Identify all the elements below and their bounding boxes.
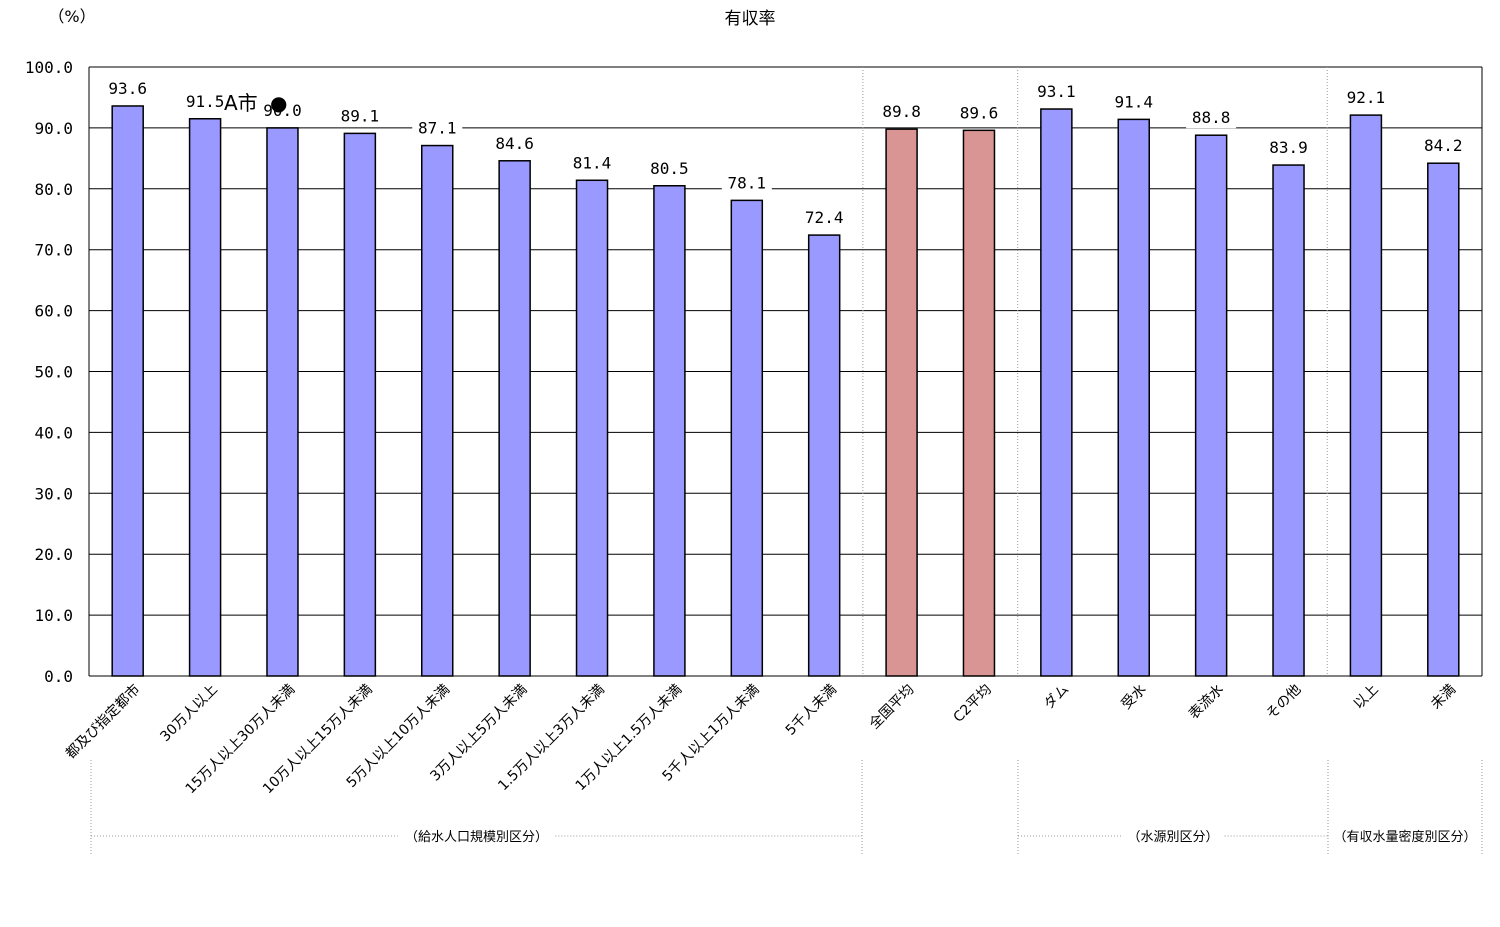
data-label-bg — [257, 100, 308, 121]
bar — [575, 179, 609, 677]
annotation-label: A市 — [224, 91, 258, 115]
data-label-bg — [334, 106, 385, 127]
data-label: 90.0 — [263, 101, 302, 120]
bar — [343, 132, 377, 677]
data-label: 80.5 — [650, 159, 689, 178]
x-axis-categories: 都及び指定都市 30万人以上15万人以上30万人未満10万人以上15万人未満5万人… — [62, 681, 1459, 797]
data-label: 87.1 — [418, 119, 457, 138]
y-tick-label: 60.0 — [34, 302, 73, 321]
data-label: 89.6 — [960, 103, 999, 122]
category-label: 5千人未満 — [783, 682, 840, 739]
chart-title: 有収率 — [725, 9, 776, 29]
category-label: 未満 — [1428, 682, 1459, 713]
data-label: 72.4 — [805, 208, 844, 227]
category-label: 表流水 — [1186, 682, 1227, 723]
category-label: 30万人以上 — [157, 682, 221, 746]
y-tick-label: 0.0 — [44, 667, 73, 686]
bar — [1194, 134, 1228, 677]
annotation-marker: ● — [270, 91, 287, 115]
data-label: 93.6 — [108, 79, 147, 98]
data-label-bg — [799, 208, 850, 229]
y-tick-label: 80.0 — [34, 180, 73, 199]
gridlines — [88, 66, 1483, 677]
data-label: 92.1 — [1347, 88, 1386, 107]
y-tick-label: 20.0 — [34, 545, 73, 564]
y-axis-unit: （%） — [48, 7, 95, 26]
category-label: 都及び指定都市 — [62, 681, 143, 762]
bar — [1040, 108, 1073, 677]
category-label: 全国平均 — [866, 681, 918, 733]
y-tick-label: 30.0 — [34, 484, 73, 503]
y-tick-label: 10.0 — [34, 606, 73, 625]
bar — [653, 185, 686, 677]
data-label: 78.1 — [728, 173, 767, 192]
bar — [730, 199, 764, 677]
data-label: 91.4 — [1114, 92, 1153, 111]
y-axis-ticks: 100.0 90.0 80.0 70.0 60.0 50.0 40.0 30.0 20.0 10.… — [25, 58, 73, 686]
data-label: 91.5 — [186, 92, 225, 111]
data-label: 88.8 — [1192, 108, 1231, 127]
data-label-bg — [1263, 138, 1314, 159]
bar — [111, 105, 144, 677]
bar — [421, 144, 454, 677]
data-label-bg — [567, 153, 618, 174]
data-label-bg — [1186, 108, 1237, 129]
data-label-bg — [180, 91, 231, 112]
data-label-bg — [953, 103, 1004, 124]
y-tick-label: 70.0 — [34, 241, 73, 260]
annotations: A市 ● — [224, 91, 287, 115]
group-label: （有収水量密度別区分） — [1333, 829, 1476, 845]
group-brackets: （給水人口規模別区分） （水源別区分） （有収水量密度別区分） — [90, 760, 1483, 856]
bar — [885, 128, 918, 677]
data-label-bg — [876, 102, 927, 123]
bar — [807, 234, 841, 677]
category-label: ダム — [1041, 682, 1072, 713]
category-label: 以上 — [1351, 682, 1382, 713]
y-tick-label: 90.0 — [34, 119, 73, 138]
category-label: C2平均 — [950, 682, 994, 726]
y-tick-label: 50.0 — [34, 363, 73, 382]
group-label: （水源別区分） — [1127, 830, 1218, 845]
data-label-bg — [1340, 88, 1391, 109]
data-label: 84.6 — [495, 134, 534, 153]
category-label: 受水 — [1118, 682, 1149, 713]
data-label-bg — [102, 78, 153, 99]
y-tick-label: 100.0 — [25, 58, 73, 77]
bar — [498, 160, 531, 677]
data-label-bg — [412, 118, 463, 139]
data-label: 84.2 — [1424, 136, 1463, 155]
y-tick-label: 40.0 — [34, 423, 73, 442]
bar — [1117, 118, 1150, 677]
bar — [1272, 164, 1305, 677]
data-label-bg — [1418, 136, 1469, 157]
data-label: 83.9 — [1269, 138, 1308, 157]
data-label-bg — [1108, 92, 1159, 113]
data-label-bg — [489, 133, 540, 154]
data-label-bg — [1031, 82, 1082, 103]
bar — [188, 118, 222, 677]
data-label: 81.4 — [573, 153, 612, 172]
group-label: （給水人口規模別区分） — [405, 830, 548, 845]
bar — [266, 127, 299, 677]
group-separators — [862, 67, 1328, 676]
bar — [1427, 162, 1460, 677]
bar-series: 93.6 91.5 90.0 89.1 87.1 84.6 81.4 80.5 78.1 72.4… — [102, 78, 1469, 677]
data-label: 93.1 — [1037, 82, 1076, 101]
data-label: 89.8 — [882, 102, 921, 121]
data-label-bg — [644, 158, 695, 179]
data-label-bg — [721, 173, 772, 194]
bar — [1349, 114, 1383, 677]
category-label: その他 — [1263, 682, 1304, 723]
bar — [962, 129, 996, 677]
data-label: 89.1 — [341, 106, 380, 125]
